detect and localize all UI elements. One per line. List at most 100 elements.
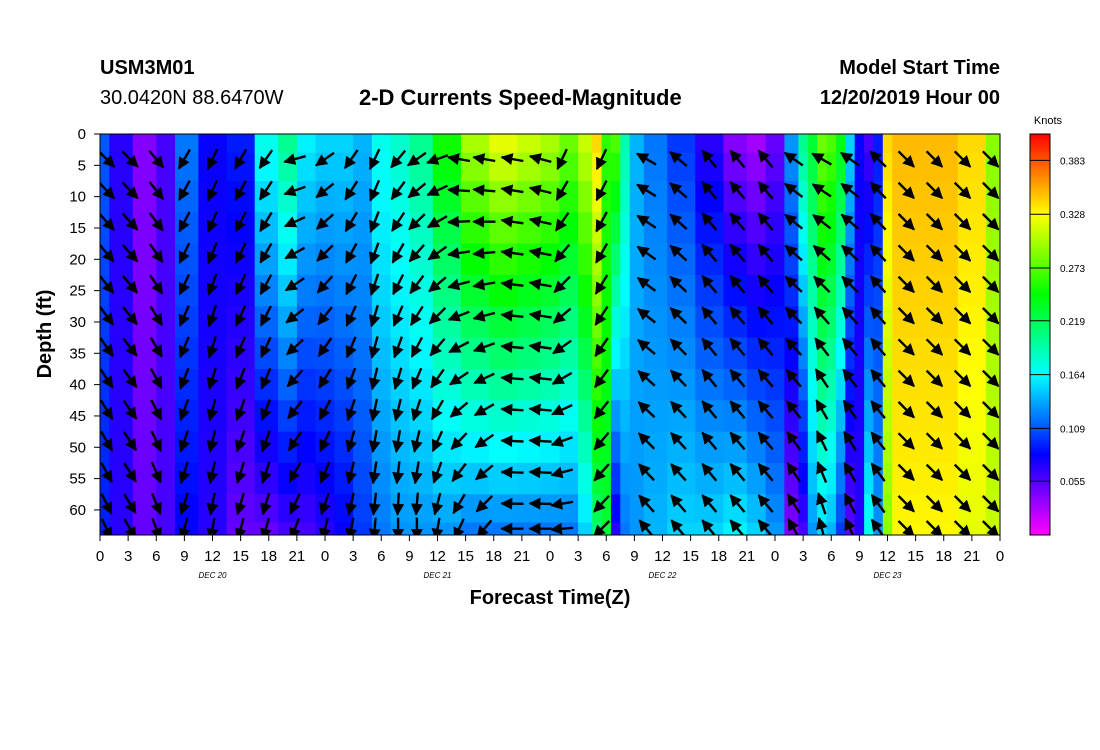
heatmap-cell — [854, 243, 865, 276]
y-tick-label: 10 — [69, 189, 86, 206]
current-vector — [812, 244, 831, 262]
current-vector — [260, 430, 272, 453]
colorbar-unit: Knots — [1034, 115, 1063, 127]
heatmap-cell — [957, 462, 987, 495]
heatmap-cell — [390, 134, 410, 154]
heatmap-cell — [835, 243, 846, 276]
x-tick-label: 12 — [204, 548, 221, 565]
current-vector — [259, 274, 273, 296]
heatmap-cell — [892, 243, 903, 276]
current-vector — [729, 181, 746, 200]
heatmap-cell — [409, 134, 434, 154]
current-vector — [409, 305, 424, 327]
current-vector — [148, 243, 164, 264]
current-vector — [815, 516, 828, 535]
current-vector — [122, 337, 138, 357]
current-vector — [595, 242, 609, 264]
current-vector — [319, 517, 331, 535]
current-vector — [787, 518, 799, 535]
heatmap-cell — [409, 462, 434, 495]
heatmap-cell — [864, 243, 875, 276]
current-vector — [150, 517, 162, 535]
heatmap-cell — [817, 306, 828, 339]
heatmap-cell — [826, 431, 837, 464]
heatmap-cell — [892, 134, 903, 154]
heatmap-cell — [643, 243, 668, 276]
current-vector — [392, 367, 404, 391]
current-vector — [345, 336, 357, 359]
heatmap-cell — [882, 134, 893, 154]
heatmap-cell — [559, 400, 579, 433]
current-vector — [283, 216, 306, 228]
current-vector — [981, 463, 1000, 481]
current-vector — [392, 461, 405, 485]
current-vector — [450, 432, 468, 450]
heatmap-cell — [910, 431, 931, 464]
current-vector — [528, 309, 552, 322]
heatmap-cell — [643, 275, 668, 307]
heatmap-cell — [845, 337, 856, 370]
heatmap-cell — [798, 275, 809, 307]
heatmap-cell — [278, 431, 298, 464]
heatmap-cell — [845, 181, 856, 213]
current-vector — [286, 369, 304, 388]
current-vector — [234, 242, 247, 264]
heatmap-cell — [315, 400, 335, 433]
heatmap-cell — [353, 431, 373, 464]
current-vector — [636, 183, 657, 198]
current-vector — [981, 495, 1000, 513]
heatmap-cell — [390, 522, 410, 535]
current-vector — [816, 492, 828, 515]
heatmap-cell — [695, 152, 724, 182]
heatmap-cell — [371, 431, 392, 464]
heatmap-cell — [854, 462, 865, 495]
heatmap-cell — [578, 243, 593, 276]
heatmap-cell — [723, 134, 748, 154]
current-vector — [636, 276, 657, 292]
current-vector — [637, 370, 656, 387]
current-vector — [149, 368, 163, 390]
heatmap-cell — [432, 369, 462, 401]
current-vector — [451, 462, 467, 483]
current-vector — [729, 494, 746, 513]
current-vector — [472, 184, 496, 197]
heatmap-cell — [817, 494, 828, 524]
current-vector — [981, 244, 1000, 262]
heatmap-cell — [353, 134, 373, 154]
current-vector — [234, 273, 247, 296]
heatmap-cell — [432, 400, 462, 433]
current-vector — [317, 306, 333, 326]
heatmap-cell — [540, 431, 560, 464]
current-vector — [392, 305, 404, 327]
heatmap-cell — [559, 494, 579, 524]
heatmap-cell — [873, 337, 884, 370]
current-vector — [410, 461, 423, 485]
heatmap-cell — [826, 522, 837, 535]
heatmap-cell — [629, 134, 645, 154]
model-start-time: 12/20/2019 Hour 00 — [819, 87, 1000, 109]
heatmap-cell — [873, 275, 884, 307]
heatmap-cell — [957, 306, 987, 339]
heatmap-cell — [578, 431, 593, 464]
heatmap-cell — [578, 400, 593, 433]
heatmap-cell — [643, 431, 668, 464]
x-tick-label: 3 — [124, 548, 132, 565]
heatmap-cell — [882, 462, 893, 495]
current-vector — [429, 337, 446, 357]
current-vector — [428, 307, 447, 325]
heatmap-cell — [390, 494, 410, 524]
current-vector — [757, 431, 774, 451]
y-tick-label: 50 — [69, 439, 86, 456]
y-tick-label: 0 — [78, 126, 86, 143]
current-vector — [925, 181, 944, 200]
heatmap-cell — [296, 431, 317, 464]
current-vector — [637, 339, 656, 356]
heatmap-cell — [278, 275, 298, 307]
current-vector — [287, 400, 303, 420]
current-vector — [500, 153, 524, 165]
heatmap-cell — [620, 243, 631, 276]
heatmap-cell — [854, 494, 865, 524]
current-vector — [953, 150, 972, 168]
heatmap-cell — [746, 337, 767, 370]
heatmap-cell — [835, 337, 846, 370]
